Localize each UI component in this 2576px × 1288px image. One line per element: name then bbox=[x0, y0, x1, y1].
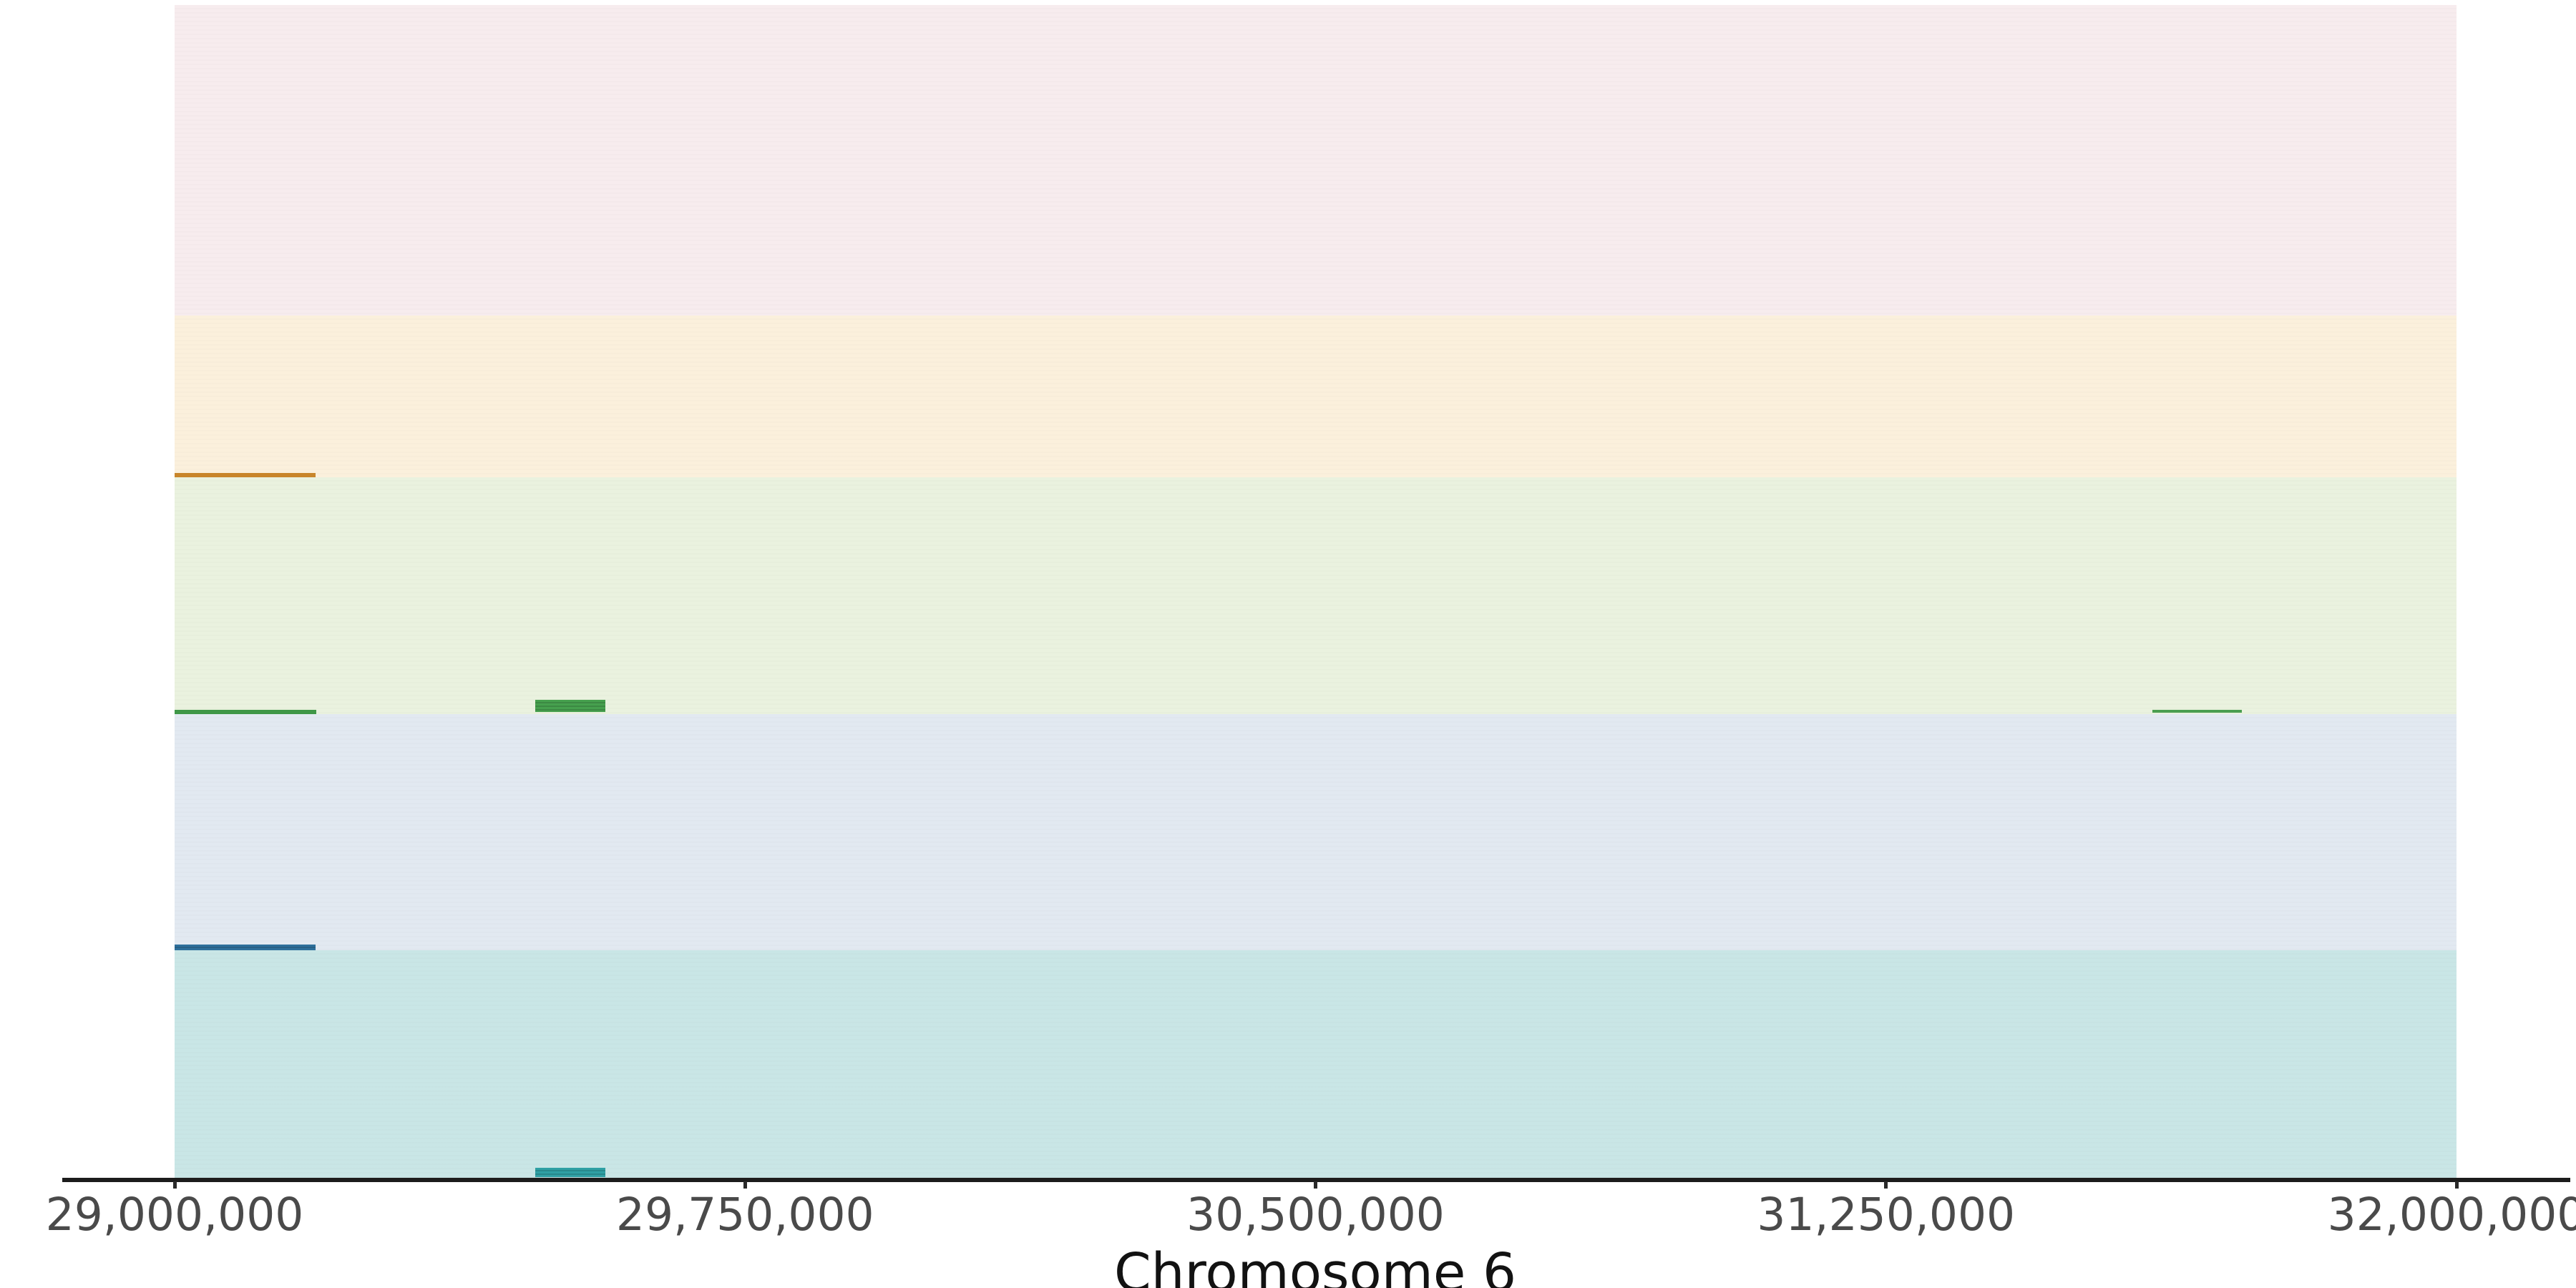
gene-feature bbox=[535, 700, 605, 712]
x-tick-label: 31,250,000 bbox=[1757, 1189, 2016, 1241]
gene-feature bbox=[2152, 710, 2243, 713]
track-band-1 bbox=[175, 5, 2457, 316]
x-tick-label: 29,750,000 bbox=[615, 1189, 874, 1241]
x-tick-label: 30,500,000 bbox=[1186, 1189, 1445, 1241]
x-tick-label: 32,000,000 bbox=[2327, 1189, 2576, 1241]
x-tick bbox=[2454, 1181, 2459, 1189]
track-band-3 bbox=[175, 477, 2457, 714]
x-tick bbox=[172, 1181, 177, 1189]
gene-feature bbox=[175, 945, 316, 950]
track-band-2 bbox=[175, 316, 2457, 477]
track-band-4 bbox=[175, 714, 2457, 950]
x-tick-label: 29,000,000 bbox=[45, 1189, 304, 1241]
gene-feature bbox=[175, 710, 316, 714]
x-tick bbox=[1884, 1181, 1888, 1189]
x-tick bbox=[743, 1181, 747, 1189]
x-tick bbox=[1314, 1181, 1317, 1189]
gene-feature bbox=[175, 473, 316, 477]
x-axis-title: Chromosome 6 bbox=[1113, 1242, 1517, 1288]
x-axis-line bbox=[62, 1178, 2570, 1182]
track-band-5 bbox=[175, 950, 2457, 1178]
gene-feature bbox=[535, 1168, 605, 1177]
